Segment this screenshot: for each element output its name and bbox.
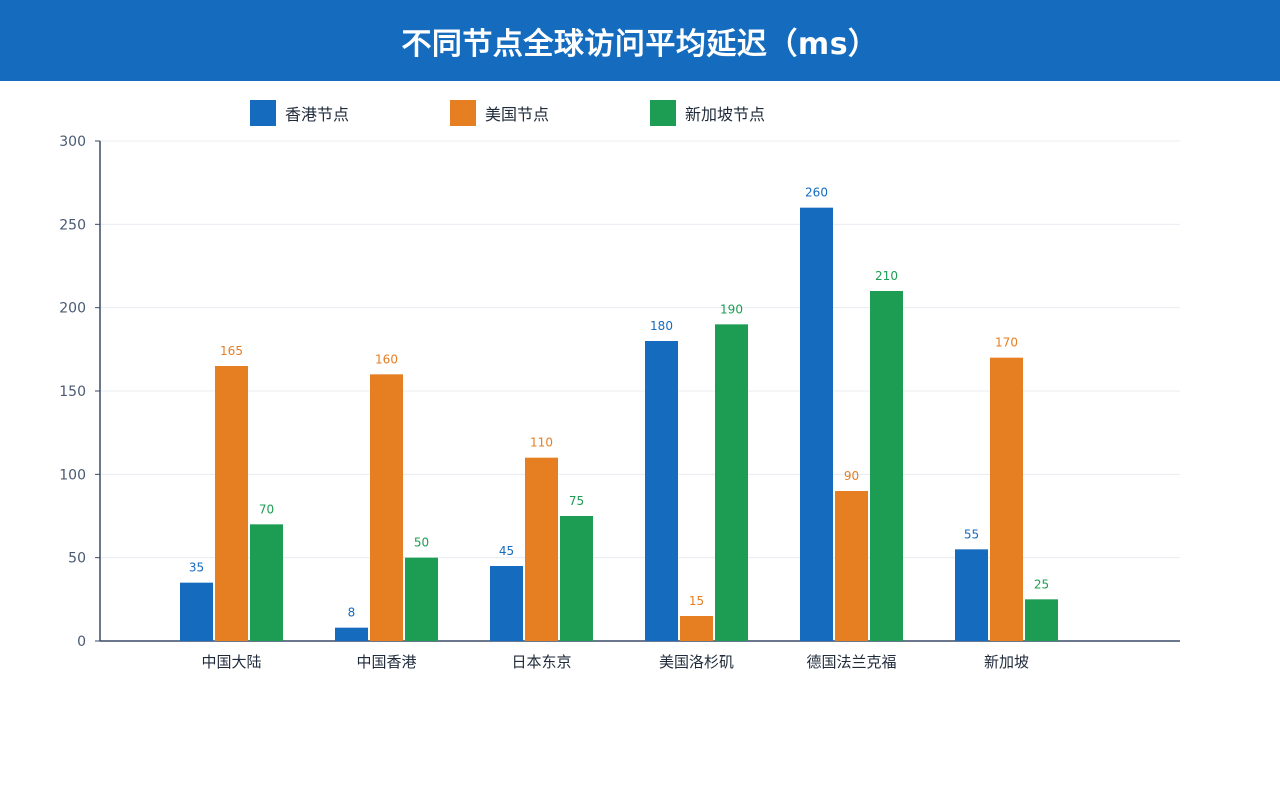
y-tick-label: 50 — [68, 551, 86, 567]
y-tick-label: 0 — [77, 634, 86, 650]
data-label: 90 — [844, 469, 859, 483]
x-category-label: 中国大陆 — [201, 653, 261, 671]
y-tick-label: 250 — [59, 217, 86, 233]
data-label: 160 — [375, 352, 398, 366]
legend-label-sg: 新加坡节点 — [685, 105, 766, 124]
x-category-label: 德国法兰克福 — [806, 653, 896, 671]
bar — [645, 341, 678, 641]
legend-item-us: 美国节点 — [450, 100, 650, 126]
data-label: 25 — [1034, 577, 1049, 591]
legend-item-sg: 新加坡节点 — [650, 100, 850, 126]
data-label: 45 — [499, 544, 514, 558]
data-label: 75 — [569, 494, 584, 508]
legend-item-hk: 香港节点 — [250, 100, 450, 126]
legend-swatch-us — [450, 100, 476, 126]
data-label: 165 — [220, 344, 243, 358]
bar — [335, 627, 368, 641]
y-tick-label: 100 — [59, 467, 86, 483]
data-label: 170 — [995, 336, 1018, 350]
bar — [870, 291, 903, 641]
chart-title: 不同节点全球访问平均延迟（ms） — [401, 26, 879, 62]
data-label: 35 — [189, 561, 204, 575]
x-category-label: 中国香港 — [356, 653, 416, 671]
data-label: 55 — [964, 527, 979, 541]
legend-label-us: 美国节点 — [485, 105, 550, 124]
bar — [990, 357, 1023, 641]
legend-label-hk: 香港节点 — [285, 105, 350, 124]
bar — [955, 549, 988, 641]
bar — [405, 557, 438, 641]
data-label: 210 — [875, 269, 898, 283]
bar — [560, 516, 593, 641]
data-label: 8 — [348, 606, 356, 620]
bar — [680, 616, 713, 641]
x-category-label: 美国洛杉矶 — [659, 653, 734, 671]
x-category-label: 日本东京 — [511, 653, 571, 671]
y-tick-label: 300 — [59, 134, 86, 150]
bar — [490, 566, 523, 641]
bar — [370, 374, 403, 641]
data-label: 110 — [530, 436, 553, 450]
data-label: 15 — [689, 594, 704, 608]
legend-swatch-sg — [650, 100, 676, 126]
bar — [525, 457, 558, 641]
y-tick-label: 150 — [59, 384, 86, 400]
data-label: 190 — [720, 302, 743, 316]
legend-swatch-hk — [250, 100, 276, 126]
bar — [835, 491, 868, 641]
bar — [250, 524, 283, 641]
chart-header: 不同节点全球访问平均延迟（ms） — [0, 0, 1280, 81]
legend: 香港节点 美国节点 新加坡节点 — [250, 100, 850, 126]
y-tick-label: 200 — [59, 301, 86, 317]
data-label: 260 — [805, 186, 828, 200]
bar — [715, 324, 748, 641]
data-label: 70 — [259, 502, 274, 516]
bar — [800, 207, 833, 641]
data-label: 180 — [650, 319, 673, 333]
bar — [180, 582, 213, 641]
data-label: 50 — [414, 536, 429, 550]
bar — [215, 366, 248, 641]
x-category-label: 新加坡 — [984, 653, 1029, 671]
bar — [1025, 599, 1058, 641]
